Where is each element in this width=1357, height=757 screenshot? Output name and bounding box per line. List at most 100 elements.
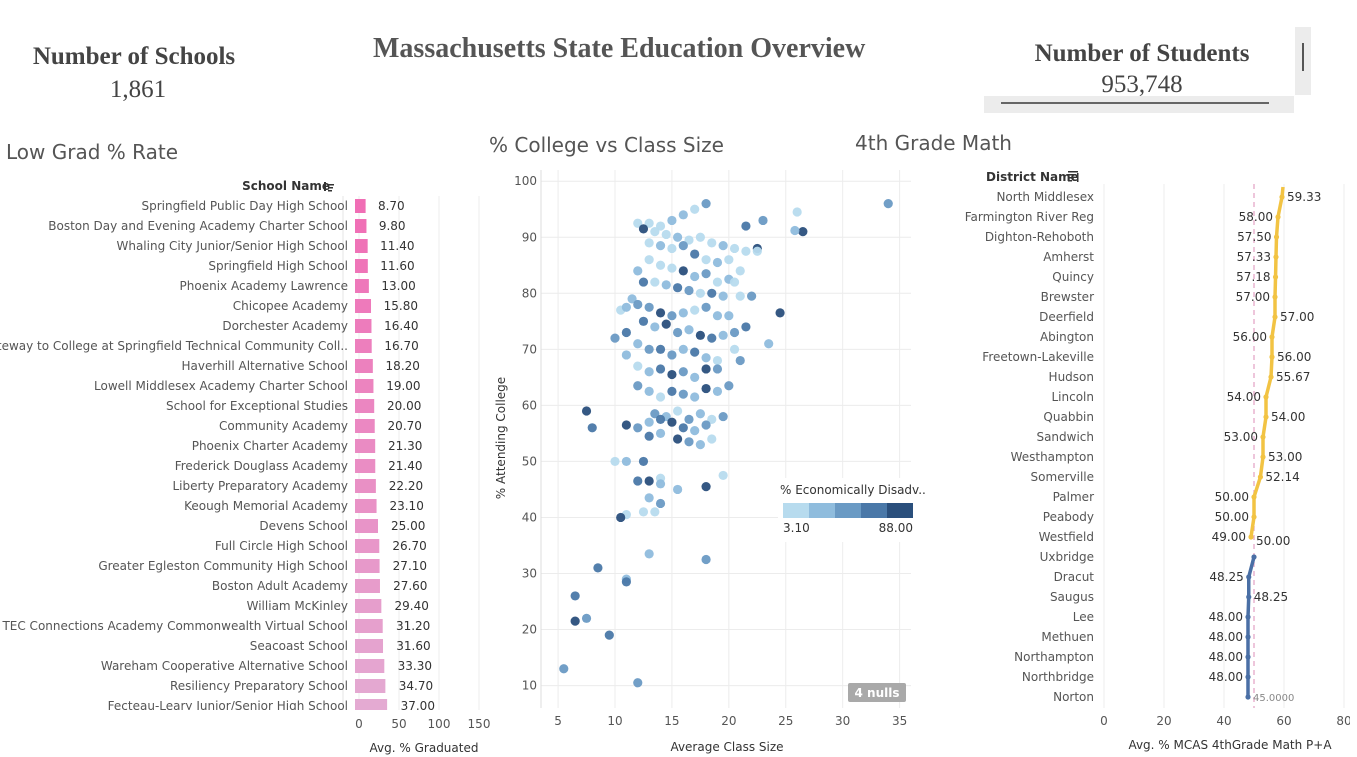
scatter-point xyxy=(621,420,631,430)
scatter-point xyxy=(621,577,631,587)
grad-x-tick: 50 xyxy=(391,717,406,731)
grad-category-label: Haverhill Alternative School xyxy=(182,359,349,373)
scatter-point xyxy=(735,355,745,366)
scroll-handle-grip xyxy=(1302,43,1304,71)
scatter-point xyxy=(644,493,654,503)
scatter-point xyxy=(593,563,603,573)
math-series-line-cap xyxy=(1280,186,1285,198)
grad-bar xyxy=(355,319,372,333)
scatter-point xyxy=(701,269,711,279)
math-point xyxy=(1251,514,1257,520)
math-point-label: 49.00 xyxy=(1212,530,1246,544)
scatter-point xyxy=(650,227,660,237)
grad-bar xyxy=(355,219,367,233)
grad-bar xyxy=(355,259,368,273)
grad-category-label: Springfield Public Day High School xyxy=(141,199,348,213)
scatter-point xyxy=(701,383,711,394)
math-point-label: 53.00 xyxy=(1268,450,1302,464)
math-point-label: 54.00 xyxy=(1227,390,1261,404)
scatter-point xyxy=(684,437,694,447)
scatter-point xyxy=(729,277,740,287)
math-point xyxy=(1273,234,1280,240)
scatter-point xyxy=(718,470,728,481)
grad-x-tick: 150 xyxy=(468,717,490,731)
scatter-point xyxy=(690,392,700,402)
scatter-point xyxy=(678,266,688,276)
grad-category-label: Dorchester Academy xyxy=(222,319,348,333)
math-category-label: Somerville xyxy=(1031,470,1094,484)
scatter-y-tick: 100 xyxy=(514,174,537,188)
color-legend-swatch xyxy=(835,503,861,518)
sort-icon xyxy=(1068,171,1079,182)
math-point-label: 50.00 xyxy=(1215,490,1249,504)
scatter-point xyxy=(729,243,740,254)
math-category-label: Brewster xyxy=(1041,290,1094,304)
scatter-point xyxy=(633,381,643,391)
math-line-chart: 0 20 40 60 80 District Name North Middlesex Far… xyxy=(965,170,1350,752)
grad-bar-label: 20.70 xyxy=(388,419,422,433)
math-point-label: 57.18 xyxy=(1236,270,1270,284)
scatter-point xyxy=(633,339,643,349)
math-x-tick: 60 xyxy=(1276,714,1291,728)
scroll-handle[interactable] xyxy=(1295,27,1311,95)
scatter-y-tick: 70 xyxy=(522,342,537,356)
grad-bar xyxy=(355,419,375,433)
scatter-point xyxy=(638,277,649,287)
scatter-point xyxy=(712,257,723,268)
math-point xyxy=(1272,314,1278,320)
scatter-point xyxy=(644,344,654,354)
scatter-point xyxy=(798,227,808,237)
scatter-point xyxy=(678,308,688,318)
grad-bar-label: 20.00 xyxy=(387,399,421,413)
scatter-point xyxy=(570,591,580,601)
scatter-point xyxy=(707,414,717,424)
math-point xyxy=(1272,274,1279,280)
scatter-y-tick: 20 xyxy=(522,623,537,637)
scatter-point xyxy=(610,456,620,467)
grad-bar-label: 34.70 xyxy=(399,679,433,693)
scatter-point xyxy=(633,266,643,276)
students-kpi-value: 953,748 xyxy=(1101,71,1183,98)
grad-category-label: Lowell Middlesex Academy Charter School xyxy=(94,379,348,393)
scatter-point xyxy=(673,327,683,338)
scatter-point xyxy=(655,364,666,374)
students-kpi-bg xyxy=(984,96,1294,113)
scatter-point xyxy=(707,288,717,298)
scatter-point xyxy=(764,339,774,349)
grad-category-label: School for Exceptional Studies xyxy=(166,399,348,413)
grad-bar-label: 22.20 xyxy=(389,479,423,493)
scatter-point xyxy=(718,241,728,251)
scatter-point xyxy=(655,260,666,270)
scatter-point xyxy=(638,507,649,517)
math-x-tick: 0 xyxy=(1100,714,1108,728)
scatter-chart-title: % College vs Class Size xyxy=(489,133,724,157)
scatter-point xyxy=(678,367,688,377)
scatter-y-tick: 50 xyxy=(522,454,537,468)
scatter-point xyxy=(673,283,683,293)
math-x-axis-label: Avg. % MCAS 4thGrade Math P+A xyxy=(1128,738,1332,752)
math-point-label: 45.0000 xyxy=(1253,693,1294,704)
scatter-point xyxy=(718,291,728,301)
scatter-point xyxy=(644,238,654,248)
math-point-label: 56.00 xyxy=(1277,350,1311,364)
sort-icon xyxy=(324,182,334,192)
schools-kpi-value: 1,861 xyxy=(109,76,167,103)
scatter-y-tick: 90 xyxy=(522,230,537,244)
scatter-point xyxy=(644,549,654,559)
scatter-point xyxy=(701,554,711,565)
math-point-label: 57.00 xyxy=(1236,290,1270,304)
scatter-point xyxy=(667,263,677,273)
scatter-point xyxy=(621,350,631,360)
scatter-point xyxy=(684,235,694,245)
math-category-header: District Name xyxy=(986,170,1079,184)
math-point xyxy=(1246,594,1252,600)
scatter-point xyxy=(678,241,688,251)
color-legend-min: 3.10 xyxy=(783,521,810,535)
math-category-label: Freetown-Lakeville xyxy=(982,350,1094,364)
grad-chart-title: Low Grad % Rate xyxy=(6,140,178,164)
scatter-point xyxy=(729,344,740,354)
scatter-x-tick: 20 xyxy=(721,714,736,728)
math-category-label: Dighton-Rehoboth xyxy=(985,230,1094,244)
scatter-point xyxy=(695,232,705,242)
math-category-label: Westhampton xyxy=(1011,450,1094,464)
